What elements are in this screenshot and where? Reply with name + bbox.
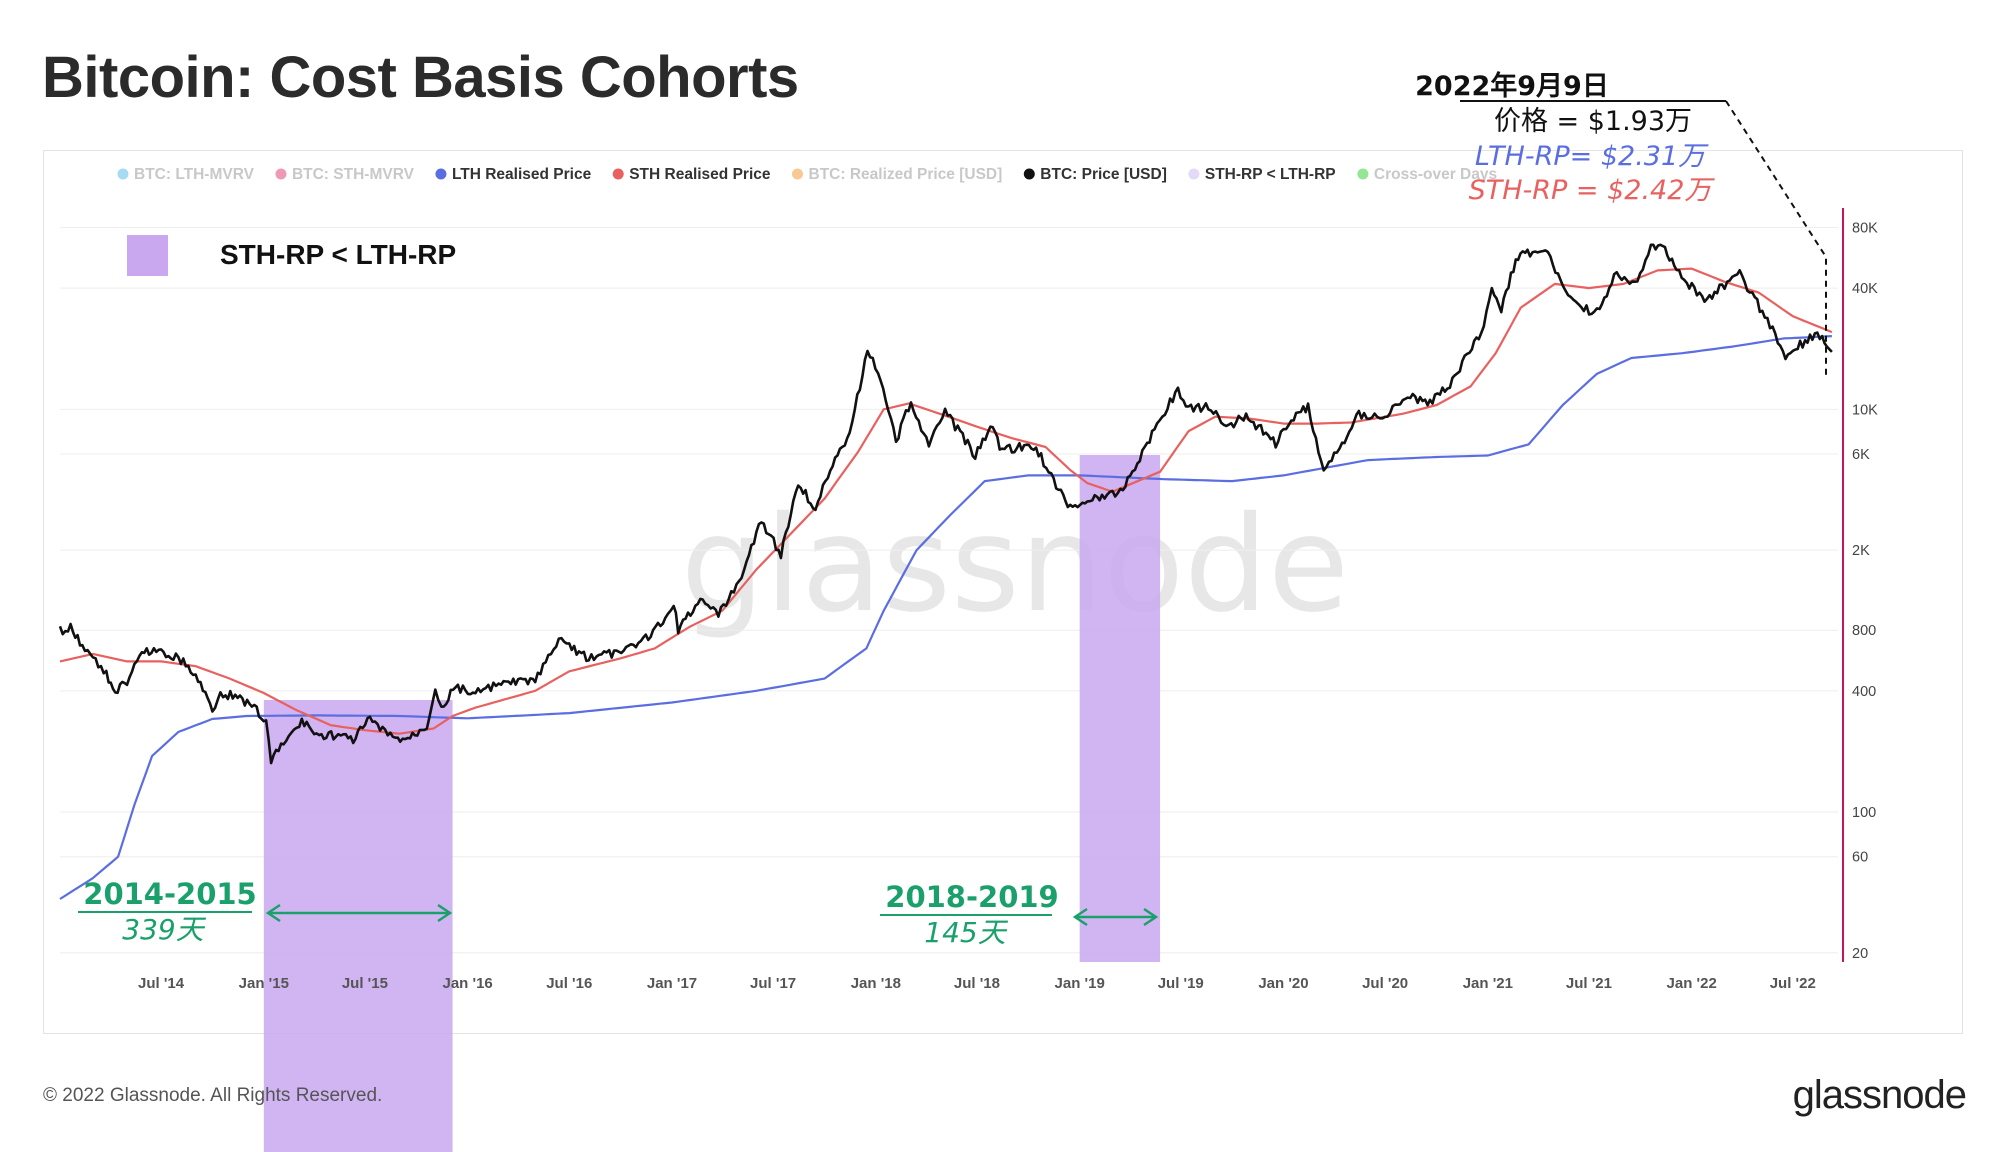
annotation-date: 2022年9月9日: [1415, 70, 1609, 102]
y-tick-label: 20: [1852, 946, 1868, 962]
annotation-sth: STH-RP = $2.42万: [1469, 175, 1716, 206]
legend-item-0[interactable]: BTC: LTH-MVRV: [117, 166, 255, 183]
period2-years: 2018-2019: [885, 880, 1058, 914]
legend-item-7[interactable]: Cross-over Days: [1357, 166, 1497, 183]
y-tick-label: 400: [1852, 684, 1876, 700]
series-line-lth: [59, 335, 1832, 900]
shaded-periods: [263, 455, 1161, 1152]
legend-dot: [275, 168, 287, 180]
legend-dot: [1023, 168, 1035, 180]
legend-item-4[interactable]: BTC: Realized Price [USD]: [792, 166, 1002, 183]
page-title: Bitcoin: Cost Basis Cohorts: [42, 45, 799, 110]
legend-item-5[interactable]: BTC: Price [USD]: [1023, 166, 1167, 183]
legend-dot: [435, 168, 447, 180]
series-line-price: [58, 243, 1833, 765]
x-tick-label: Jul '14: [138, 975, 185, 992]
x-axis: Jul '14 Jan '15 Jul '15 Jan '16 Jul '16 Jan '…: [138, 975, 1816, 992]
chart-frame: [43, 150, 1963, 1034]
x-tick-label: Jan '22: [1667, 975, 1717, 992]
x-tick-label: Jul '15: [342, 975, 388, 992]
shaded-period-2: [1079, 455, 1161, 962]
legend-label: LTH Realised Price: [452, 166, 592, 183]
period2-arrow: [1072, 907, 1159, 927]
x-tick-label: Jul '20: [1362, 975, 1408, 992]
x-tick-label: Jul '16: [546, 975, 592, 992]
series-lines: [58, 243, 1833, 900]
y-tick-label: 80K: [1852, 221, 1878, 237]
x-tick-label: Jan '15: [239, 975, 289, 992]
x-tick-label: Jul '22: [1770, 975, 1816, 992]
annotation-leader: [1725, 100, 1827, 378]
brand-logo[interactable]: glassnode: [1792, 1073, 1967, 1117]
legend: BTC: LTH-MVRV BTC: STH-MVRV LTH Realised P…: [117, 166, 1497, 183]
legend-dot: [117, 168, 129, 180]
legend-label: STH Realised Price: [629, 166, 771, 183]
annotation-lth: LTH-RP= $2.31万: [1475, 141, 1709, 172]
x-tick-label: Jan '20: [1258, 975, 1308, 992]
shaded-period-1: [263, 700, 453, 1152]
legend-item-1[interactable]: BTC: STH-MVRV: [275, 166, 415, 183]
x-tick-label: Jul '17: [750, 975, 796, 992]
legend-item-6[interactable]: STH-RP < LTH-RP: [1188, 166, 1336, 183]
y-tick-label: 10K: [1852, 402, 1878, 418]
period1-years: 2014-2015: [83, 877, 256, 911]
legend-item-2[interactable]: LTH Realised Price: [435, 166, 592, 183]
x-tick-label: Jul '19: [1158, 975, 1204, 992]
copyright: © 2022 Glassnode. All Rights Reserved.: [43, 1085, 383, 1106]
x-tick-label: Jan '18: [851, 975, 901, 992]
y-tick-label: 60: [1852, 850, 1868, 866]
series-line-sth: [59, 267, 1833, 735]
legend-label: BTC: Realized Price [USD]: [809, 166, 1003, 183]
legend-box-swatch: [127, 235, 168, 276]
legend-label: Cross-over Days: [1374, 166, 1497, 183]
x-tick-label: Jan '19: [1055, 975, 1105, 992]
legend-label: BTC: STH-MVRV: [292, 166, 415, 183]
y-tick-label: 6K: [1852, 447, 1870, 463]
y-tick-label: 800: [1852, 623, 1876, 639]
legend-item-3[interactable]: STH Realised Price: [612, 166, 771, 183]
x-tick-label: Jul '18: [954, 975, 1000, 992]
y-axis: 20 60 100 400 800 2K 6K 10K 40K 80K: [1852, 221, 1878, 962]
legend-dot: [1188, 168, 1200, 180]
y-tick-label: 40K: [1852, 281, 1878, 297]
annotation-price: 价格 = $1.93万: [1494, 106, 1692, 137]
watermark: glassnode: [681, 488, 1349, 642]
legend-dot: [1357, 168, 1369, 180]
y-tick-label: 100: [1852, 805, 1876, 821]
x-tick-label: Jan '16: [443, 975, 493, 992]
period2-days: 145天: [924, 916, 1008, 949]
legend-dot: [612, 168, 624, 180]
legend-label: BTC: Price [USD]: [1040, 166, 1167, 183]
period1-arrow: [265, 903, 453, 923]
legend-label: BTC: LTH-MVRV: [134, 166, 255, 183]
x-tick-label: Jul '21: [1566, 975, 1612, 992]
x-tick-label: Jan '17: [647, 975, 697, 992]
period1-days: 339天: [122, 913, 206, 946]
legend-dot: [792, 168, 804, 180]
legend-box-label: STH-RP < LTH-RP: [220, 239, 456, 270]
x-tick-label: Jan '21: [1463, 975, 1513, 992]
legend-label: STH-RP < LTH-RP: [1205, 166, 1336, 183]
y-tick-label: 2K: [1852, 543, 1870, 559]
